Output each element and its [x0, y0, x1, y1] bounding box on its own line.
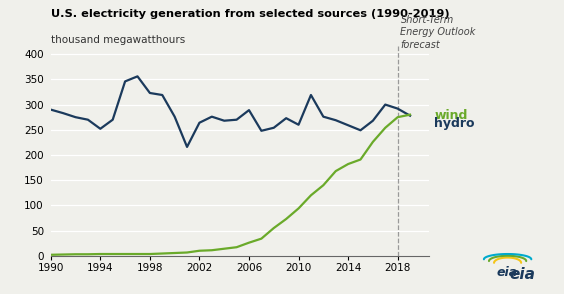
Text: eia: eia: [497, 266, 518, 279]
Text: hydro: hydro: [434, 117, 475, 130]
Text: U.S. electricity generation from selected sources (1990-2019): U.S. electricity generation from selecte…: [51, 9, 450, 19]
Text: wind: wind: [434, 109, 468, 122]
Text: thousand megawatthours: thousand megawatthours: [51, 35, 185, 45]
Text: Short-Term
Energy Outlook
forecast: Short-Term Energy Outlook forecast: [400, 15, 476, 49]
Text: eia: eia: [510, 267, 536, 282]
